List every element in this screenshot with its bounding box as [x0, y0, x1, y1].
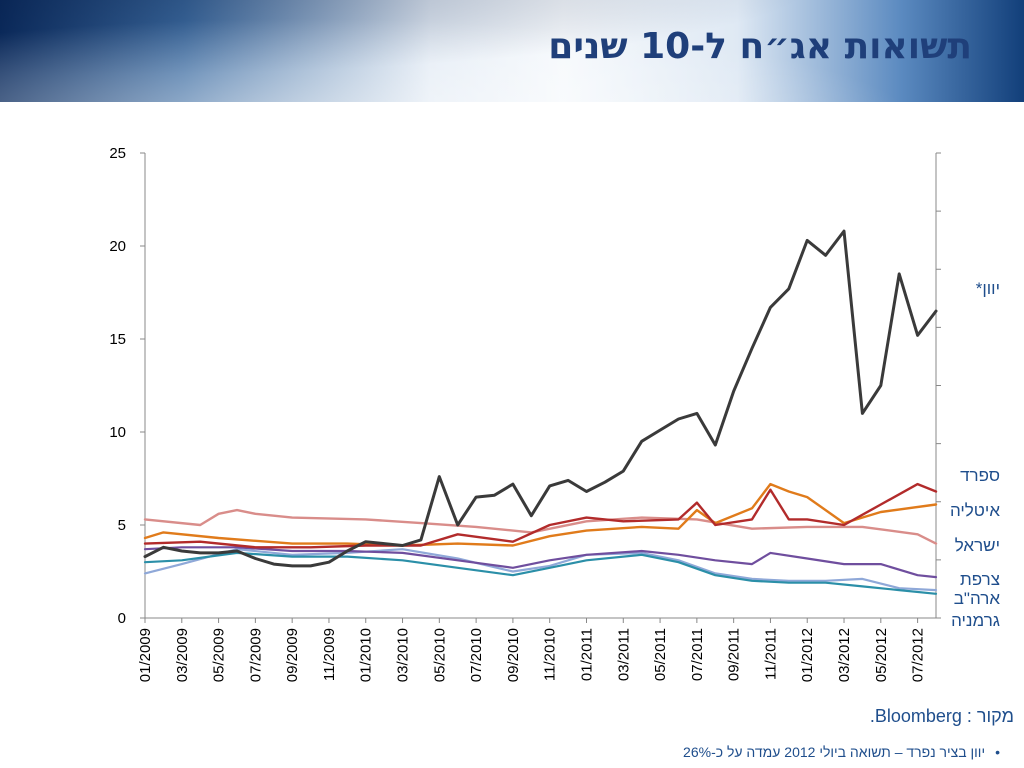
x-tick-label: 03/2009 [174, 628, 191, 682]
x-tick-label: 01/2009 [137, 628, 154, 682]
x-tick-label: 05/2012 [873, 628, 890, 682]
bullet-icon: • [995, 744, 1000, 760]
y-tick-label: 15 [109, 331, 126, 348]
header-banner-gloss [0, 0, 1024, 102]
y-tick-label: 25 [109, 145, 126, 162]
footnote-text: יוון בציר נפרד – תשואה ביולי 2012 עמדה ע… [683, 744, 986, 760]
source-note: מקור : Bloomberg. [869, 706, 1014, 726]
x-tick-label: 09/2009 [284, 628, 301, 682]
x-tick-label: 07/2012 [910, 628, 927, 682]
x-tick-label: 05/2011 [652, 628, 669, 681]
x-tick-label: 07/2011 [689, 628, 706, 681]
footnote: • יוון בציר נפרד – תשואה ביולי 2012 עמדה … [683, 744, 1000, 760]
series-line-israel [143, 508, 938, 545]
legend-label-usa: ארה"ב [953, 589, 1000, 608]
x-tick-label: 09/2011 [726, 628, 743, 681]
y-tick-label: 0 [118, 610, 126, 627]
series-line-greece [143, 229, 938, 568]
x-tick-label: 05/2009 [211, 628, 228, 682]
series-line-germany [143, 551, 938, 595]
x-tick-label: 01/2011 [578, 628, 595, 681]
legend-label-israel: ישראל [954, 536, 1000, 555]
yield-chart: 0 5 10 15 20 25 01/2009 03/2009 05/2009 07/2009 09… [109, 145, 941, 682]
x-tick-label: 01/2010 [358, 628, 375, 682]
legend-label-germany: גרמניה [951, 611, 1000, 630]
series-line-spain [143, 482, 938, 549]
x-tick-label: 07/2010 [468, 628, 485, 682]
y-tick-label: 5 [118, 517, 126, 534]
legend-label-france: צרפת [960, 570, 1000, 589]
y-tick-label: 20 [109, 238, 126, 255]
x-tick-label: 11/2011 [762, 628, 779, 680]
x-tick-label: 11/2010 [542, 628, 559, 681]
series-line-italy [143, 482, 938, 547]
x-tick-label: 07/2009 [247, 628, 264, 682]
legend-label-greece: יוון* [975, 279, 1000, 298]
series-line-france [143, 546, 938, 579]
page-title: תשואות אג״ח ל-10 שנים [548, 26, 972, 67]
legend-label-italy: איטליה [949, 501, 1000, 520]
x-tick-label: 11/2009 [321, 628, 338, 681]
x-tick-label: 03/2010 [395, 628, 412, 682]
x-tick-label: 05/2010 [431, 628, 448, 682]
x-tick-label: 01/2012 [799, 628, 816, 682]
x-tick-label: 03/2011 [615, 628, 632, 681]
x-tick-label: 03/2012 [836, 628, 853, 682]
legend-label-spain: ספרד [960, 466, 1000, 485]
y-tick-label: 10 [109, 424, 126, 441]
x-tick-label: 09/2010 [505, 628, 522, 682]
